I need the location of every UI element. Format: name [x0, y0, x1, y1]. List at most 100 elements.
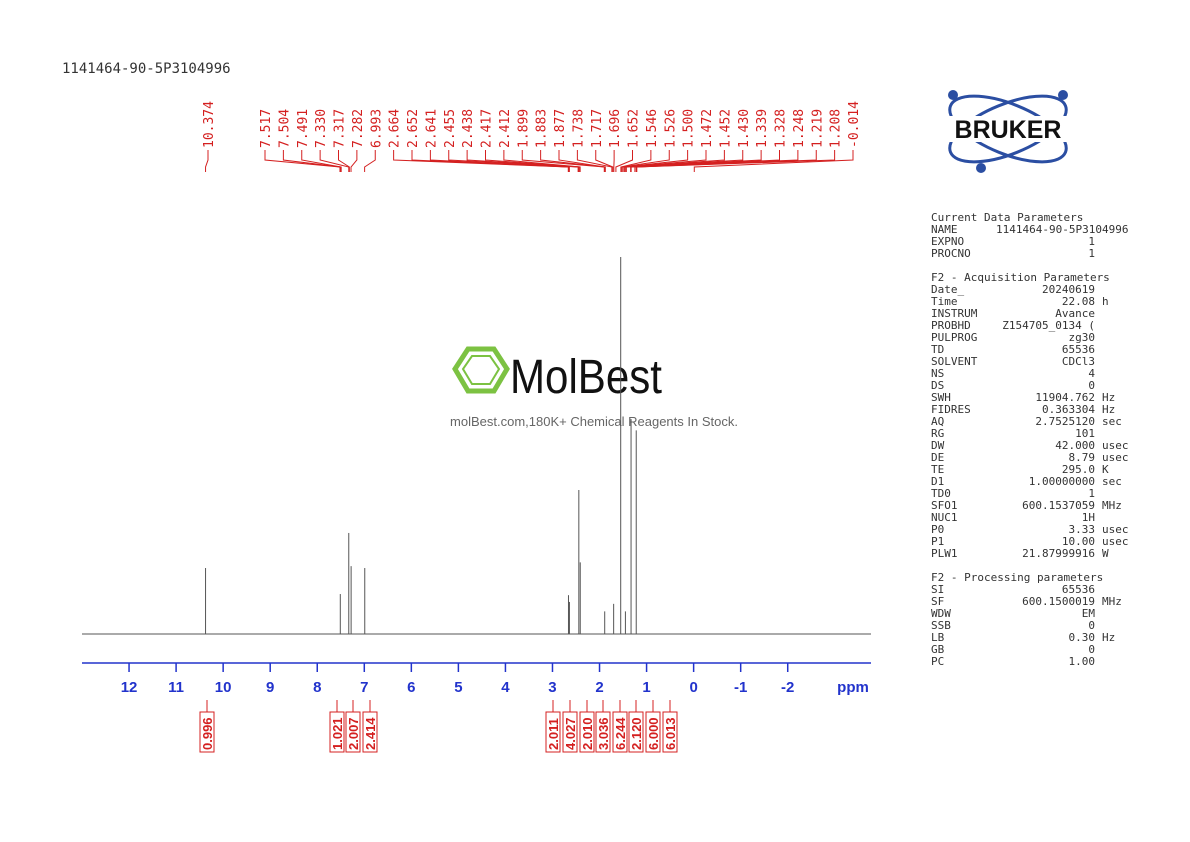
peak-connector	[205, 150, 209, 172]
x-axis-label: ppm	[837, 679, 869, 696]
peak-label: 1.500	[682, 109, 697, 148]
peak-label: 1.883	[535, 109, 550, 148]
param-unit: MHz	[1102, 499, 1122, 512]
param-unit: usec	[1102, 451, 1129, 464]
peak-connector	[364, 150, 376, 172]
peak-label: 1.472	[700, 109, 715, 148]
integral-label: 4.027	[563, 717, 578, 750]
peak-label: 7.282	[351, 109, 366, 148]
integral-label: 6.244	[613, 717, 628, 750]
integral-label: 3.036	[596, 717, 611, 750]
sample-id: 1141464-90-5P3104996	[62, 61, 231, 77]
param-key: Date_	[931, 283, 964, 296]
param-key: D1	[931, 475, 944, 488]
integral-box	[545, 711, 561, 753]
param-value: 3.33	[1069, 523, 1096, 536]
integral-label: 0.996	[200, 717, 215, 750]
param-key: TD	[931, 343, 944, 356]
peak-connector	[282, 150, 342, 172]
peak-label: 1.877	[553, 109, 568, 148]
x-tick-label: -2	[781, 679, 794, 696]
param-unit: Hz	[1102, 403, 1115, 416]
integral-label: 6.013	[663, 717, 678, 750]
integral-label: 2.120	[629, 717, 644, 750]
x-tick-label: 1	[642, 679, 650, 696]
peak-connector	[622, 150, 689, 172]
param-value: CDCl3	[1062, 355, 1095, 368]
param-unit: MHz	[1102, 595, 1122, 608]
peak-label: 2.412	[498, 109, 513, 148]
peak-label: 7.317	[333, 109, 348, 148]
integral-label: 2.414	[363, 717, 378, 750]
param-value: 65536	[1062, 343, 1095, 356]
integral-label: 2.010	[580, 717, 595, 750]
param-value: 1.00	[1069, 655, 1096, 668]
param-value: 22.08	[1062, 295, 1095, 308]
param-value: 600.1537059	[1022, 499, 1095, 512]
peak-connector	[623, 150, 707, 172]
peak-connector	[621, 150, 670, 172]
param-key: SOLVENT	[931, 355, 978, 368]
peak-connector	[693, 150, 854, 172]
param-unit: usec	[1102, 439, 1129, 452]
param-value: 8.79	[1069, 451, 1096, 464]
param-value: 65536	[1062, 583, 1095, 596]
peak-connector	[264, 150, 341, 172]
param-key: RG	[931, 427, 944, 440]
param-section-title: Current Data Parameters	[931, 211, 1083, 224]
peak-connector	[503, 150, 581, 172]
param-key: DE	[931, 451, 944, 464]
peak-label: 1.339	[755, 109, 770, 148]
peak-label: 7.491	[296, 109, 311, 148]
peak-connector	[620, 150, 652, 172]
integral-box	[628, 711, 644, 753]
param-value: zg30	[1069, 331, 1096, 344]
integral-box	[362, 711, 378, 753]
param-key: LB	[931, 631, 945, 644]
peak-label: 1.546	[645, 109, 660, 148]
x-tick-label: 4	[501, 679, 510, 696]
param-value: 10.00	[1062, 535, 1095, 548]
integral-box	[329, 711, 345, 753]
param-value: 1.00000000	[1029, 475, 1095, 488]
peak-connector	[576, 150, 613, 172]
peak-connector	[521, 150, 605, 172]
integral-box	[199, 711, 215, 753]
param-key: DW	[931, 439, 945, 452]
param-value: 11904.762	[1035, 391, 1095, 404]
param-value: 42.000	[1055, 439, 1095, 452]
peak-label: 1.208	[829, 109, 844, 148]
param-unit: Hz	[1102, 631, 1115, 644]
param-unit: Hz	[1102, 391, 1115, 404]
integral-box	[612, 711, 628, 753]
peak-label: 1.652	[627, 109, 642, 148]
peak-label: 1.717	[590, 109, 605, 148]
peak-label: 2.652	[406, 109, 421, 148]
param-value: Z154705_0134 (	[1002, 319, 1095, 332]
x-tick-label: 6	[407, 679, 415, 696]
param-key: Time	[931, 295, 958, 308]
param-value: 0	[1088, 619, 1095, 632]
x-tick-label: 3	[548, 679, 556, 696]
param-value: 4	[1088, 367, 1095, 380]
peak-label: 1.526	[663, 109, 678, 148]
param-value: 600.1500019	[1022, 595, 1095, 608]
peak-label: 1.738	[571, 109, 586, 148]
param-value: 20240619	[1042, 283, 1095, 296]
peak-label: 1.452	[718, 109, 733, 148]
param-unit: K	[1102, 463, 1109, 476]
param-value: 0	[1088, 643, 1095, 656]
param-key: NUC1	[931, 511, 958, 524]
logo-text: BRUKER	[955, 116, 1062, 144]
integral-box	[595, 711, 611, 753]
param-key: PULPROG	[931, 331, 977, 344]
peak-label: 6.993	[369, 109, 384, 148]
peak-label: 2.417	[480, 109, 495, 148]
param-value: 2.7525120	[1035, 415, 1095, 428]
peak-label: 7.504	[277, 109, 292, 148]
peak-connector	[350, 150, 358, 172]
param-key: WDW	[931, 607, 951, 620]
peak-label: -0.014	[847, 101, 862, 148]
peak-label: 1.430	[737, 109, 752, 148]
